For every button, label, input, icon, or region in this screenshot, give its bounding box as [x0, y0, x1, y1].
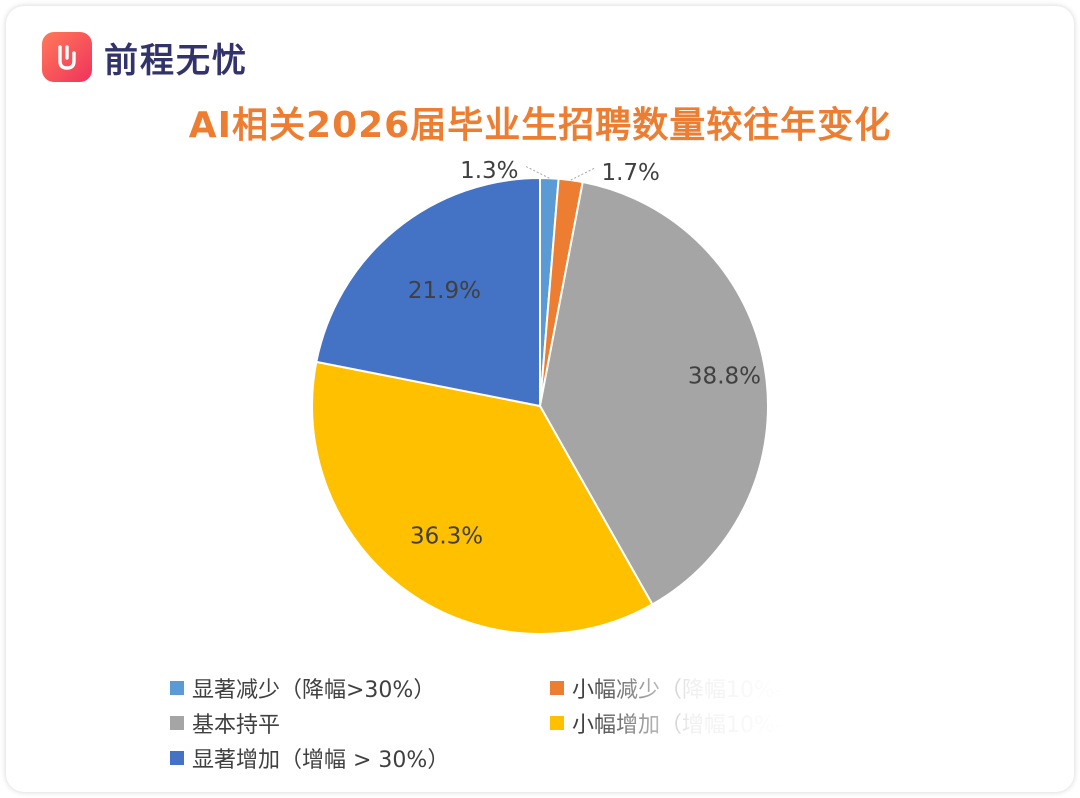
legend-item-significant-increase: 显著增加（增幅 > 30%） [170, 742, 449, 774]
pie-slice-slight-increase [311, 360, 654, 635]
brand-logo: 前程无忧 [42, 32, 248, 82]
legend-swatch [170, 681, 184, 695]
data-label-slight-increase: 36.3% [410, 523, 483, 549]
pie-slice-significant-increase [315, 176, 541, 408]
data-label-slight-decrease: 1.7% [601, 160, 659, 186]
chart-title: AI相关2026届毕业生招聘数量较往年变化 [188, 105, 892, 146]
data-label-significant-increase: 21.9% [408, 278, 481, 304]
legend-swatch [170, 716, 184, 730]
legend-label: 基本持平 [192, 713, 281, 738]
legend-swatch [170, 751, 184, 765]
legend-label: 显著减少（降幅>30%） [192, 678, 436, 703]
legend-fade-overlay [590, 662, 950, 778]
leader-line-significant-decrease [525, 165, 550, 179]
legend-swatch [550, 681, 564, 695]
leader-line-slight-decrease [570, 167, 595, 181]
legend-item-significant-decrease: 显著减少（降幅>30%） [170, 672, 435, 704]
legend-item-flat: 基本持平 [170, 707, 280, 739]
pie-slice-flat [538, 180, 769, 606]
data-label-flat: 38.8% [688, 364, 761, 390]
brand-name: 前程无忧 [104, 40, 248, 81]
legend-swatch [550, 716, 564, 730]
chart-card: 前程无忧 AI相关2026届毕业生招聘数量较往年变化 [6, 6, 1074, 792]
hand-logo-icon [42, 32, 92, 82]
legend-label: 显著增加（增幅 > 30%） [192, 748, 450, 773]
